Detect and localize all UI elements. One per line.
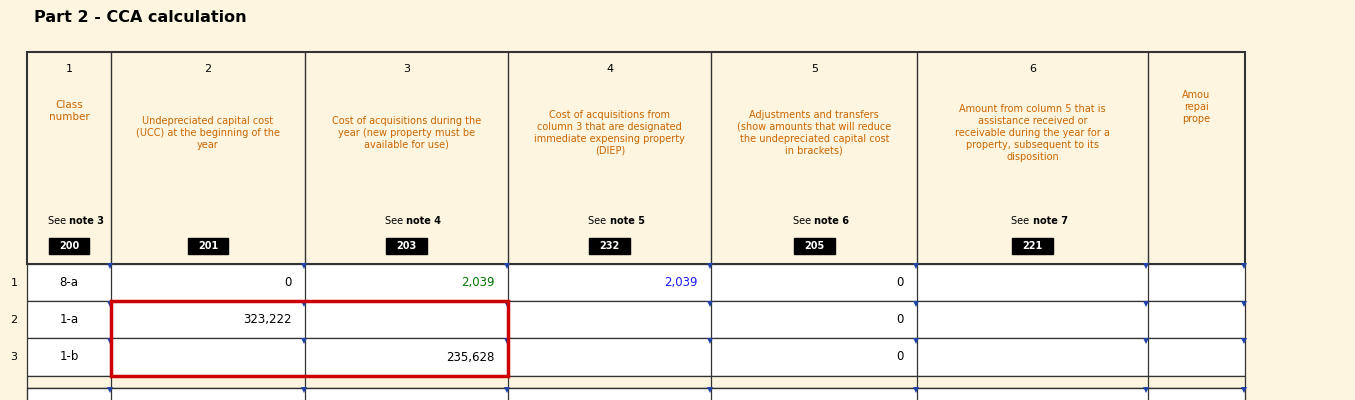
Text: 2: 2: [205, 64, 211, 74]
Bar: [589, 238, 630, 254]
Text: 221: 221: [1023, 241, 1042, 251]
Text: See: See: [47, 216, 69, 226]
Text: note 5: note 5: [610, 216, 645, 226]
Bar: [187, 238, 228, 254]
Text: 3: 3: [11, 352, 18, 362]
Text: Class
number: Class number: [49, 100, 89, 122]
Text: 323,222: 323,222: [243, 313, 291, 326]
Text: 1-b: 1-b: [60, 350, 79, 364]
Text: See: See: [1011, 216, 1033, 226]
Text: Adjustments and transfers
(show amounts that will reduce
the undepreciated capit: Adjustments and transfers (show amounts …: [737, 110, 892, 156]
Text: Cost of acquisitions from
column 3 that are designated
immediate expensing prope: Cost of acquisitions from column 3 that …: [534, 110, 686, 156]
Bar: [1012, 238, 1053, 254]
Text: note 6: note 6: [814, 216, 850, 226]
Text: 0: 0: [897, 350, 904, 364]
Text: Part 2 - CCA calculation: Part 2 - CCA calculation: [34, 10, 247, 26]
Text: 0: 0: [897, 313, 904, 326]
Bar: [794, 238, 835, 254]
Text: 3: 3: [402, 64, 411, 74]
Bar: [27, 301, 1245, 338]
Bar: [27, 264, 1245, 301]
Text: 5: 5: [810, 64, 818, 74]
Text: 203: 203: [397, 241, 416, 251]
Text: Amou
repai
prope: Amou repai prope: [1183, 90, 1210, 124]
Text: 2,039: 2,039: [664, 276, 698, 289]
Text: 4: 4: [606, 64, 614, 74]
Text: Undepreciated capital cost
(UCC) at the beginning of the
year: Undepreciated capital cost (UCC) at the …: [136, 116, 280, 150]
Text: 8-a: 8-a: [60, 276, 79, 289]
Text: note 4: note 4: [406, 216, 442, 226]
Text: 201: 201: [198, 241, 218, 251]
Text: 6: 6: [1028, 64, 1037, 74]
Bar: [49, 238, 89, 254]
Text: 0: 0: [897, 276, 904, 289]
Text: See: See: [793, 216, 814, 226]
Text: See: See: [385, 216, 406, 226]
Bar: [27, 376, 1245, 388]
Bar: [27, 388, 1245, 400]
Text: 1-a: 1-a: [60, 313, 79, 326]
Bar: [27, 338, 1245, 376]
Text: 1: 1: [65, 64, 73, 74]
Bar: [111, 301, 508, 376]
Text: 1: 1: [11, 278, 18, 288]
Text: note 7: note 7: [1033, 216, 1068, 226]
Text: 2,039: 2,039: [461, 276, 495, 289]
Text: note 3: note 3: [69, 216, 104, 226]
Text: 200: 200: [60, 241, 79, 251]
Text: Amount from column 5 that is
assistance received or
receivable during the year f: Amount from column 5 that is assistance …: [955, 104, 1110, 162]
Bar: [386, 238, 427, 254]
Text: 2: 2: [11, 315, 18, 325]
Bar: [27, 52, 1245, 264]
Text: 205: 205: [805, 241, 824, 251]
Text: See: See: [588, 216, 610, 226]
Text: 235,628: 235,628: [446, 350, 495, 364]
Text: 0: 0: [285, 276, 291, 289]
Text: 232: 232: [600, 241, 619, 251]
Text: Cost of acquisitions during the
year (new property must be
available for use): Cost of acquisitions during the year (ne…: [332, 116, 481, 150]
